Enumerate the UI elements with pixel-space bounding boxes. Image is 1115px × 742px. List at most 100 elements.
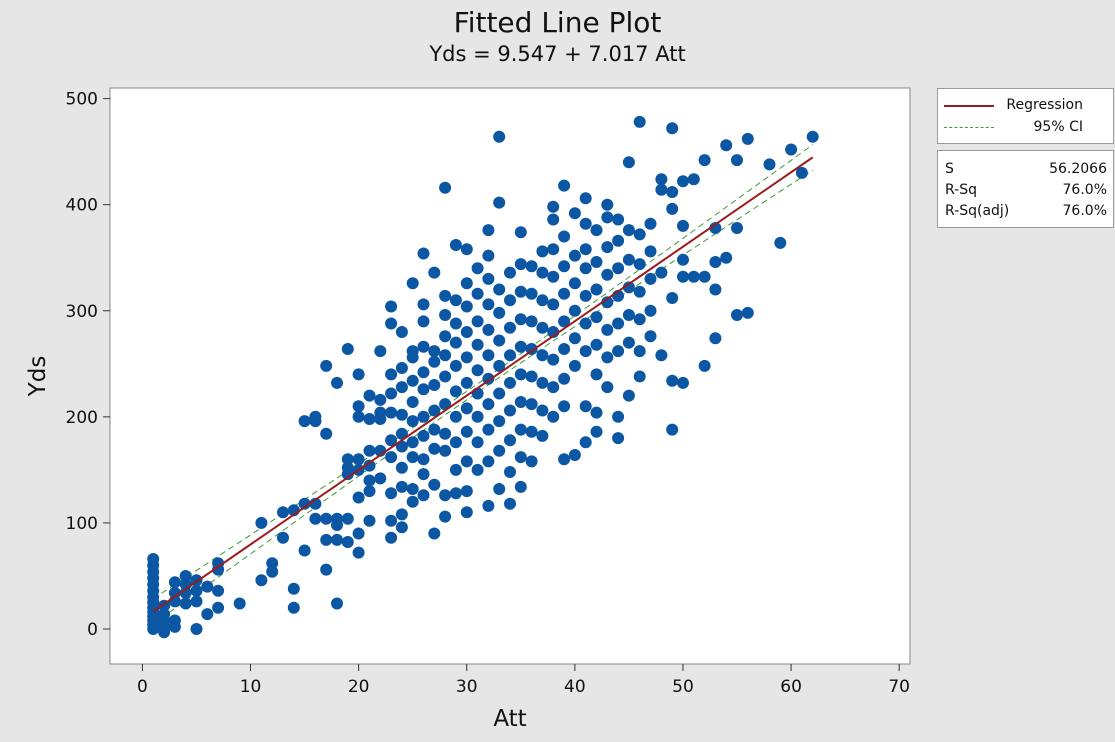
data-point bbox=[612, 432, 625, 445]
data-point bbox=[385, 406, 398, 419]
data-point bbox=[428, 527, 441, 540]
data-point bbox=[514, 396, 527, 408]
data-point bbox=[395, 362, 408, 374]
data-point bbox=[395, 480, 408, 493]
data-point bbox=[471, 364, 484, 377]
data-point bbox=[471, 262, 484, 275]
data-point bbox=[547, 381, 560, 394]
y-tick-label: 400 bbox=[66, 196, 98, 216]
data-point bbox=[460, 376, 473, 389]
data-point bbox=[341, 343, 354, 355]
data-point bbox=[633, 285, 646, 298]
data-point bbox=[504, 294, 516, 307]
data-point bbox=[709, 332, 722, 345]
data-point bbox=[590, 224, 603, 237]
data-point bbox=[439, 181, 452, 194]
legend: Regression 95% CI bbox=[937, 88, 1114, 144]
data-point bbox=[201, 608, 214, 621]
data-point bbox=[709, 222, 722, 234]
stat-label-s: S bbox=[945, 161, 954, 177]
data-point bbox=[439, 349, 452, 362]
data-point bbox=[439, 330, 452, 343]
data-point bbox=[612, 213, 625, 226]
data-point bbox=[482, 224, 495, 237]
data-point bbox=[504, 497, 516, 510]
data-point bbox=[666, 122, 679, 135]
data-point bbox=[320, 427, 333, 440]
data-point bbox=[266, 565, 279, 578]
data-point bbox=[287, 582, 300, 595]
legend-item-ci: 95% CI bbox=[938, 118, 1113, 138]
data-point bbox=[579, 192, 592, 205]
data-point bbox=[417, 410, 430, 423]
data-point bbox=[677, 219, 689, 232]
data-point bbox=[687, 270, 700, 283]
data-point bbox=[547, 243, 560, 256]
data-point bbox=[482, 423, 495, 436]
data-point bbox=[428, 442, 441, 455]
data-point bbox=[352, 368, 365, 381]
data-point bbox=[460, 300, 473, 313]
data-point bbox=[677, 175, 689, 188]
y-tick-label: 0 bbox=[87, 620, 98, 640]
data-point bbox=[395, 326, 408, 338]
stat-label-rsq-adj: R-Sq(adj) bbox=[945, 203, 1010, 219]
data-point bbox=[460, 351, 473, 364]
data-point bbox=[298, 415, 311, 428]
data-point bbox=[460, 277, 473, 290]
data-point bbox=[374, 345, 387, 358]
data-point bbox=[385, 531, 398, 544]
data-point bbox=[287, 601, 300, 614]
data-point bbox=[482, 499, 495, 512]
x-tick-label: 60 bbox=[780, 677, 802, 697]
data-point bbox=[741, 306, 754, 319]
data-point bbox=[406, 345, 419, 358]
data-point bbox=[579, 217, 592, 230]
data-point bbox=[666, 202, 679, 215]
data-point bbox=[601, 381, 614, 394]
data-point bbox=[504, 404, 516, 417]
data-point bbox=[504, 466, 516, 478]
data-point bbox=[655, 266, 668, 279]
data-point bbox=[482, 272, 495, 285]
data-point bbox=[374, 406, 387, 419]
data-point bbox=[633, 228, 646, 241]
data-point bbox=[363, 485, 376, 498]
stats-box: S 56.2066 R-Sq 76.0% R-Sq(adj) 76.0% bbox=[937, 150, 1114, 228]
data-point bbox=[547, 410, 560, 423]
data-point bbox=[482, 349, 495, 362]
data-point bbox=[601, 198, 614, 211]
data-point bbox=[525, 398, 538, 411]
data-point bbox=[406, 396, 419, 408]
data-point bbox=[536, 376, 549, 389]
data-point bbox=[568, 332, 581, 345]
data-point bbox=[385, 451, 398, 464]
data-point bbox=[590, 338, 603, 351]
data-point bbox=[255, 516, 268, 529]
data-point bbox=[449, 410, 462, 423]
data-point bbox=[579, 243, 592, 256]
data-point bbox=[493, 196, 506, 209]
data-point bbox=[190, 595, 203, 608]
data-point bbox=[741, 132, 754, 145]
data-point bbox=[374, 472, 387, 485]
data-point bbox=[471, 338, 484, 351]
data-point bbox=[568, 277, 581, 290]
data-point bbox=[677, 253, 689, 266]
data-point bbox=[655, 173, 668, 186]
data-point bbox=[406, 436, 419, 449]
data-point bbox=[331, 533, 343, 546]
data-point bbox=[644, 330, 657, 343]
data-point bbox=[449, 336, 462, 349]
x-tick-label: 70 bbox=[888, 677, 910, 697]
data-point bbox=[493, 483, 506, 495]
data-point bbox=[493, 130, 506, 143]
data-point bbox=[504, 266, 516, 279]
legend-swatch-ci bbox=[944, 127, 994, 128]
data-point bbox=[655, 183, 668, 196]
data-point bbox=[179, 597, 192, 610]
data-point bbox=[417, 247, 430, 260]
data-point bbox=[395, 408, 408, 421]
data-point bbox=[406, 374, 419, 387]
